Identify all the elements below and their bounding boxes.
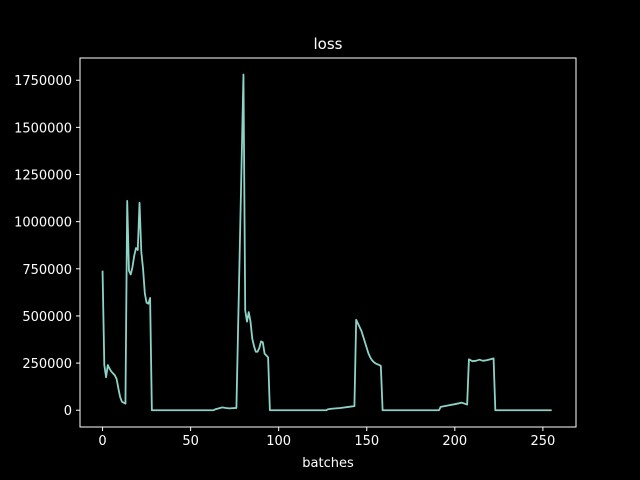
y-tick-label: 750000	[22, 263, 72, 278]
plot-area	[101, 73, 552, 412]
y-axis-ticks: 0 250000 500000 750000 1000000 1250000 1500000…	[14, 74, 80, 419]
x-tick-label: 0	[98, 434, 106, 449]
x-tick-label: 100	[266, 434, 291, 449]
y-tick-label: 0	[64, 404, 72, 419]
y-tick-label: 1250000	[14, 169, 72, 184]
x-tick-label: 250	[530, 434, 555, 449]
axes-frame	[79, 57, 577, 428]
y-tick-label: 1750000	[14, 74, 72, 89]
x-tick-label: 150	[354, 434, 379, 449]
y-tick-label: 500000	[22, 310, 72, 325]
chart-title: loss	[314, 35, 343, 53]
x-axis-ticks: 0 50 100 150 200 250	[98, 427, 555, 449]
y-tick-label: 1500000	[14, 121, 72, 136]
series-line-0	[101, 73, 552, 412]
x-tick-label: 200	[442, 434, 467, 449]
y-tick-label: 250000	[22, 357, 72, 372]
x-tick-label: 50	[182, 434, 199, 449]
y-tick-label: 1000000	[14, 216, 72, 231]
x-axis-title: batches	[302, 456, 354, 471]
